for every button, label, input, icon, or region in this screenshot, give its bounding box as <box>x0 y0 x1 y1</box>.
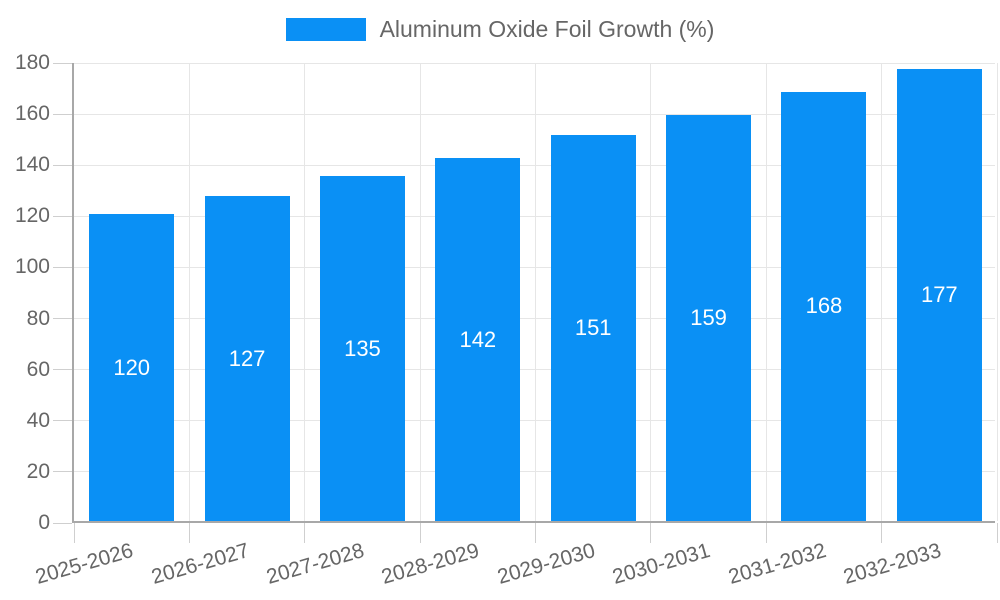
x-axis-label: 2027-2028 <box>263 539 367 589</box>
gridline-horizontal <box>74 471 995 473</box>
y-axis-tick <box>53 522 72 524</box>
bar[interactable]: 142 <box>435 158 521 521</box>
legend-label: Aluminum Oxide Foil Growth (%) <box>379 16 715 42</box>
gridline-vertical <box>188 63 190 521</box>
bar-value-label: 177 <box>920 281 958 307</box>
x-axis-label: 2032-2033 <box>840 539 944 589</box>
x-axis-tick <box>535 523 536 543</box>
x-axis-tick <box>650 523 652 543</box>
y-axis-label: 20 <box>26 459 50 483</box>
bar-value-label: 135 <box>344 335 381 361</box>
bar[interactable]: 151 <box>550 135 636 521</box>
x-axis-label: 2030-2031 <box>610 539 713 589</box>
gridline-horizontal <box>74 369 995 371</box>
x-axis-tick <box>188 523 190 543</box>
gridline-vertical <box>304 63 306 521</box>
bar-value-label: 142 <box>459 326 497 352</box>
x-axis-label: 2031-2032 <box>725 539 829 589</box>
bar[interactable]: 127 <box>204 196 290 521</box>
gridline-horizontal <box>74 62 995 64</box>
bar-value-label: 151 <box>574 315 612 341</box>
y-axis-tick <box>53 420 72 422</box>
gridline-horizontal <box>74 215 995 217</box>
y-axis-label: 80 <box>26 306 50 330</box>
y-axis-tick <box>53 113 72 115</box>
y-axis-tick <box>53 318 72 320</box>
y-axis-label: 120 <box>14 204 50 228</box>
bar[interactable]: 168 <box>781 91 867 521</box>
gridline-vertical <box>765 63 767 521</box>
y-axis-label: 40 <box>26 408 50 432</box>
y-axis-label: 140 <box>14 153 50 177</box>
legend[interactable]: Aluminum Oxide Foil Growth (%) <box>0 17 1000 41</box>
gridline-vertical <box>535 63 536 521</box>
x-axis-tick <box>419 523 421 543</box>
bar[interactable]: 159 <box>666 114 752 521</box>
x-axis-label: 2026-2027 <box>148 539 252 589</box>
plot-area: 0 20 40 60 80 100 120 140 160 180 120 127 135 142 151 1… <box>15 52 998 543</box>
x-axis-label: 2029-2030 <box>494 539 598 589</box>
y-axis-tick <box>53 266 72 268</box>
x-axis-tick <box>73 523 75 543</box>
x-axis-tick <box>304 523 306 543</box>
bar-value-label: 120 <box>113 354 151 380</box>
x-axis-label: 2028-2029 <box>379 539 483 589</box>
y-axis-tick <box>53 369 72 371</box>
y-axis-label: 160 <box>14 102 50 126</box>
bar-value-label: 159 <box>690 304 727 330</box>
bar[interactable]: 135 <box>319 176 405 521</box>
y-axis-tick <box>53 62 72 64</box>
bar-value-label: 168 <box>805 293 843 319</box>
legend-swatch[interactable] <box>285 17 366 41</box>
gridline-horizontal <box>74 113 995 115</box>
y-axis-tick <box>53 164 72 166</box>
gridline-vertical <box>419 63 421 521</box>
bar-value-label: 127 <box>228 345 266 371</box>
gridline-horizontal <box>74 164 995 166</box>
gridline-vertical <box>996 63 998 521</box>
x-axis-labels: 2025-2026 2026-2027 2027-2028 2028-2029 2029… <box>33 523 995 600</box>
y-axis-label: 100 <box>14 255 50 279</box>
gridline-horizontal <box>74 420 995 422</box>
gridline-horizontal <box>74 318 995 320</box>
x-axis-tick <box>881 523 883 543</box>
x-axis-label: 2025-2026 <box>33 539 137 589</box>
gridline-horizontal <box>74 266 995 268</box>
x-axis-tick <box>765 523 767 543</box>
x-axis-tick <box>996 523 998 543</box>
gridline-vertical <box>881 63 883 521</box>
y-axis-label: 0 <box>38 511 50 534</box>
bar[interactable]: 177 <box>896 68 982 521</box>
bar[interactable]: 120 <box>89 214 175 521</box>
gridline-vertical <box>650 63 652 521</box>
y-axis-tick <box>53 471 72 473</box>
y-axis-tick <box>53 215 72 217</box>
y-axis-label: 60 <box>26 357 50 381</box>
y-axis-label: 180 <box>14 51 50 74</box>
